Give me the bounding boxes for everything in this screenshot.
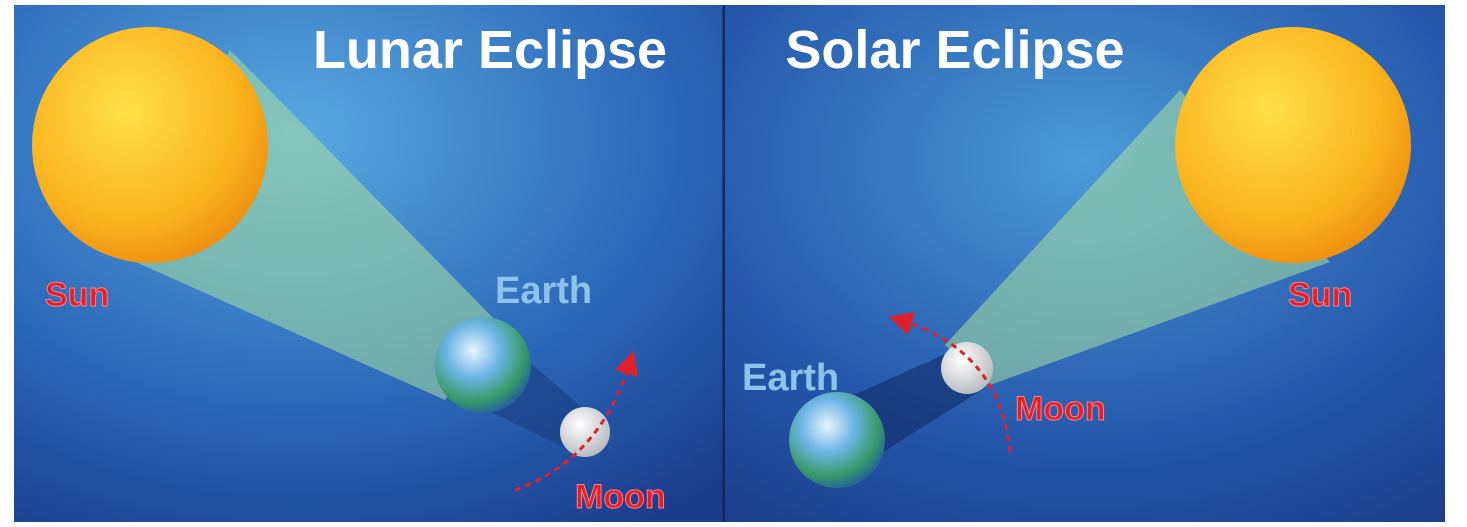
earth-label: Earth xyxy=(495,270,592,312)
sun-label: Sun xyxy=(1288,276,1352,314)
left-panel: Lunar Eclipse Sun Earth Moon xyxy=(14,5,724,522)
earth-label: Earth xyxy=(742,357,839,399)
moon xyxy=(941,342,993,394)
panel-title: Lunar Eclipse xyxy=(313,20,667,80)
sun xyxy=(32,27,268,263)
moon-label: Moon xyxy=(1015,390,1106,428)
moon xyxy=(560,407,610,457)
sun-label: Sun xyxy=(45,276,109,314)
earth xyxy=(789,392,885,488)
earth xyxy=(435,317,531,413)
right-panel: Solar Eclipse Sun Earth Moon xyxy=(725,5,1445,522)
diagram: Lunar Eclipse Sun Earth Moon Solar Eclip… xyxy=(0,0,1467,527)
moon-label: Moon xyxy=(575,478,666,516)
panel-title: Solar Eclipse xyxy=(785,20,1124,80)
sun xyxy=(1175,27,1411,263)
